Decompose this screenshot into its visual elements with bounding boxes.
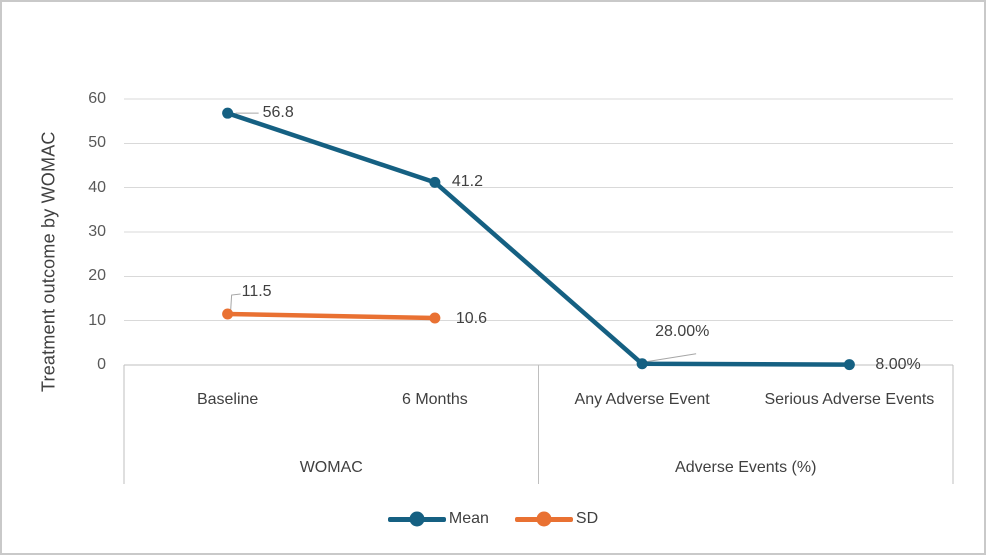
x-axis-category-label: Serious Adverse Events [764,391,935,408]
data-point-marker-sd [222,308,234,320]
series-line-mean [225,110,852,367]
axis-group-label: Adverse Events (%) [675,459,817,476]
data-point-label: 28.00% [655,322,710,340]
data-label-leader [646,353,697,363]
data-label-leader [230,293,241,312]
data-point-marker-mean [636,358,648,370]
legend-marker-icon [409,511,425,527]
data-point-label: 10.6 [455,310,488,327]
data-point-label: 56.8 [262,104,294,122]
data-point-marker-mean [222,107,234,119]
legend-item-sd: SD [514,505,599,533]
legend-item-mean: Mean [387,505,489,533]
chart-legend: Mean SD [2,505,984,533]
data-point-label: 11.5 [241,283,272,301]
legend-label: SD [575,510,599,527]
y-axis-tick-label: 60 [88,90,106,107]
data-point-marker-mean [843,359,855,371]
x-axis-category-label: Any Adverse Event [574,391,710,408]
data-point-label: 41.2 [451,173,484,191]
legend-line-icon [387,511,446,527]
legend-line-icon [514,511,573,527]
y-axis-tick-label: 30 [88,223,106,240]
data-point-label: 8.00% [875,355,921,373]
axis-group-label: WOMAC [299,459,363,476]
series-line-sd [225,311,438,321]
y-axis-tick-label: 40 [88,178,106,196]
x-axis-category-label: 6 Months [401,391,468,408]
legend-label: Mean [448,510,489,527]
y-axis-tick-label: 10 [88,311,106,329]
x-axis-category-label: Baseline [196,391,259,408]
y-axis-tick-label: 20 [88,267,106,285]
y-axis-tick-label: 50 [88,134,106,152]
data-point-marker-mean [429,176,441,188]
y-axis-tick-label: 0 [97,356,106,373]
data-point-marker-sd [429,312,441,324]
legend-marker-icon [536,511,552,527]
